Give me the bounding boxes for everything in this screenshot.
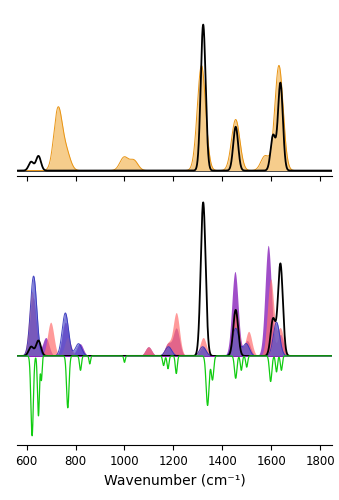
X-axis label: Wavenumber (cm⁻¹): Wavenumber (cm⁻¹) [104,474,245,488]
